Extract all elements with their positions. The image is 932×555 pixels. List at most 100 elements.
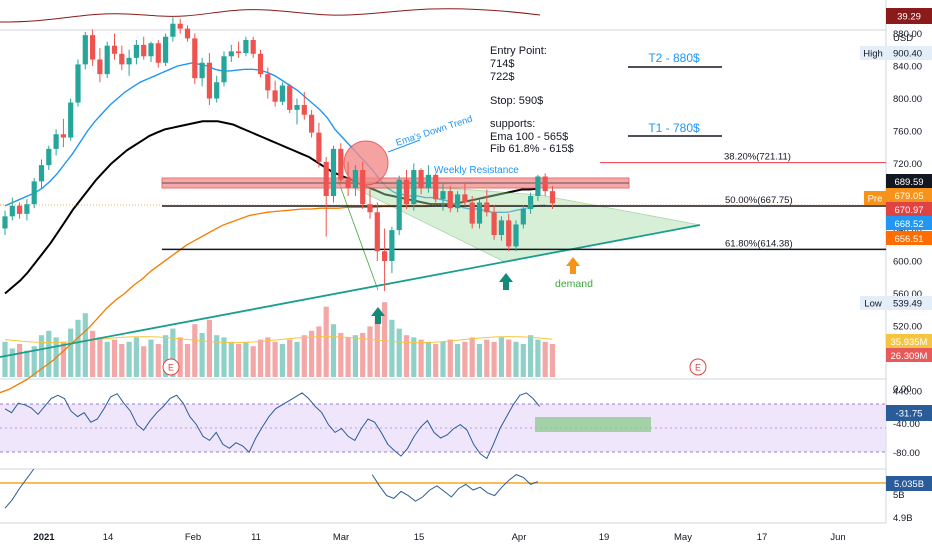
price-tick-label: 880.00 xyxy=(893,29,922,40)
volume-osc-line xyxy=(371,474,538,502)
price-badge xyxy=(886,188,932,202)
candle-body xyxy=(141,44,147,57)
price-badge-value: 679.05 xyxy=(894,191,923,202)
candle-body xyxy=(111,45,118,54)
candle xyxy=(236,41,242,58)
oscillator-axis[interactable]: 0.00 -40.00 -80.00 -31.75 xyxy=(886,384,932,459)
volume-osc-axis[interactable]: 5.035B 5B 4.9B xyxy=(886,476,932,524)
time-tick-label: May xyxy=(674,532,692,543)
candle xyxy=(265,67,271,99)
candle-body xyxy=(236,51,242,53)
candle-body xyxy=(53,134,59,149)
candle xyxy=(148,41,154,62)
candle xyxy=(68,98,74,141)
candle xyxy=(535,174,541,201)
candle xyxy=(214,75,220,103)
volume-bar xyxy=(82,313,88,377)
candle-body xyxy=(148,43,154,57)
candle xyxy=(206,53,212,105)
candle-body xyxy=(119,53,125,65)
candle-body xyxy=(520,209,526,225)
vosc-value-badge xyxy=(886,476,932,491)
volume-bar xyxy=(440,341,446,377)
candle-body xyxy=(228,51,234,57)
candle-body xyxy=(455,194,461,209)
time-axis[interactable]: 2021 14 Feb 11 Mar 15 Apr 19 May 17 Jun xyxy=(33,532,845,543)
candle-body xyxy=(68,102,74,138)
support-trendline xyxy=(0,224,701,358)
candle xyxy=(469,196,475,229)
candle xyxy=(228,44,234,62)
volume-bar xyxy=(506,339,512,377)
volume-bar xyxy=(316,326,322,377)
osc-tick: -40.00 xyxy=(893,419,920,430)
candle-body xyxy=(433,174,439,200)
candle-body xyxy=(97,59,103,75)
candle-body xyxy=(250,40,256,54)
supports-fib: Fib 61.8% - 615$ xyxy=(490,143,574,155)
volume-bar xyxy=(214,335,220,377)
vosc-value: 5.035B xyxy=(894,479,924,490)
volume-bar xyxy=(243,341,249,377)
volume-bar xyxy=(411,337,417,377)
candle-body xyxy=(257,53,264,75)
candle-body xyxy=(476,202,483,224)
candlesticks xyxy=(2,17,556,292)
volume-bar xyxy=(542,341,548,377)
candle xyxy=(484,189,490,217)
fibonacci-levels: 38.20%(721.11) 50.00%(667.75) 61.80%(614.3… xyxy=(162,152,886,251)
candle-body xyxy=(513,224,519,247)
candle-body xyxy=(294,105,300,110)
osc-value-badge xyxy=(886,405,932,421)
candle xyxy=(338,143,344,185)
candle xyxy=(163,33,169,66)
candle-body xyxy=(38,165,45,182)
ema-down-trend-circle xyxy=(343,140,389,186)
candle-body xyxy=(403,179,410,205)
earnings-marker[interactable]: E xyxy=(162,358,180,376)
candle xyxy=(287,83,293,114)
candle xyxy=(133,40,139,65)
volume-bar xyxy=(163,335,169,377)
candle xyxy=(542,173,548,196)
target-t2-label: T2 - 880$ xyxy=(648,51,700,65)
candle xyxy=(301,92,307,120)
candle xyxy=(498,216,504,241)
candle xyxy=(119,45,125,71)
candle xyxy=(440,183,446,211)
volume-bar xyxy=(447,339,453,377)
candle xyxy=(141,36,147,60)
candle-body xyxy=(221,56,227,83)
candle-body xyxy=(133,44,139,58)
high-label-box xyxy=(860,46,886,60)
candle xyxy=(323,157,329,237)
low-label-box xyxy=(860,296,886,310)
volume-bar xyxy=(338,333,344,377)
time-tick-label: Mar xyxy=(333,532,349,543)
volume-bar xyxy=(396,328,402,377)
candle-body xyxy=(265,74,271,91)
volume-bar xyxy=(389,319,395,377)
high-low-labels: High 900.40 Low 539.49 xyxy=(860,46,932,310)
volume-bar xyxy=(455,344,461,377)
volume-bar xyxy=(360,333,366,377)
earnings-marker[interactable]: E xyxy=(689,358,707,376)
price-badge-value: 668.52 xyxy=(894,219,923,230)
volume-bar xyxy=(367,326,373,377)
candle-body xyxy=(440,191,446,200)
price-tick-label: 600.00 xyxy=(893,257,922,268)
vosc-tick: 4.9B xyxy=(893,513,913,524)
vosc-tick: 5B xyxy=(893,490,905,501)
candle-body xyxy=(170,23,176,37)
candle-body xyxy=(192,38,198,79)
top-indicator-value: 39.29 xyxy=(897,12,921,23)
price-tick-label: 840.00 xyxy=(893,62,922,73)
candle xyxy=(433,173,439,203)
earnings-marker-circle xyxy=(689,358,707,376)
candle xyxy=(418,168,424,195)
volume-bar xyxy=(425,341,431,377)
candle-body xyxy=(206,62,212,99)
